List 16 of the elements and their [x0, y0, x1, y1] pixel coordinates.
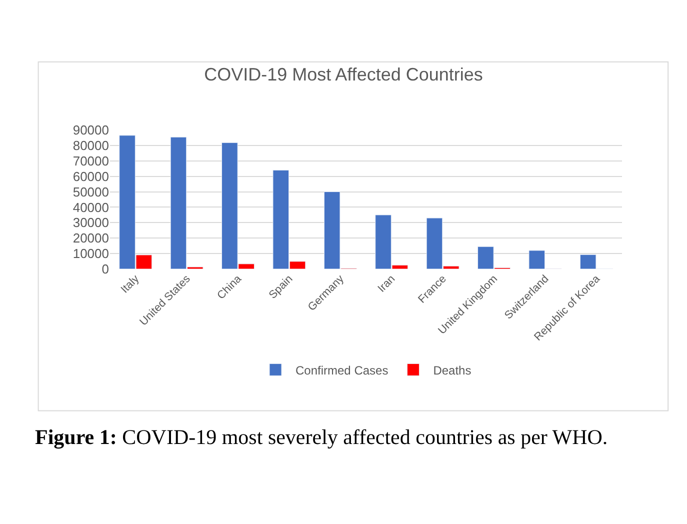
chart-title: COVID-19 Most Affected Countries — [204, 64, 483, 85]
y-tick-label: 50000 — [72, 184, 109, 200]
y-tick-label: 80000 — [72, 138, 109, 153]
y-tick-label: 0 — [102, 262, 109, 277]
legend-label: Confirmed Cases — [296, 363, 388, 378]
caption: Figure 1: COVID-19 most severely affected countries as per WHO. — [35, 425, 608, 449]
y-tick-label: 20000 — [72, 230, 109, 246]
y-tick-label: 40000 — [72, 200, 109, 215]
y-tick-label: 90000 — [72, 122, 109, 138]
y-tick-label: 70000 — [72, 153, 109, 168]
x-tick-label: Italy — [118, 272, 142, 296]
x-tick-label: Iran — [376, 273, 398, 295]
y-tick-label: 30000 — [72, 215, 109, 230]
legend-label: Deaths — [433, 363, 472, 378]
y-tick-label: 10000 — [72, 246, 109, 262]
y-tick-label: 60000 — [72, 168, 109, 184]
